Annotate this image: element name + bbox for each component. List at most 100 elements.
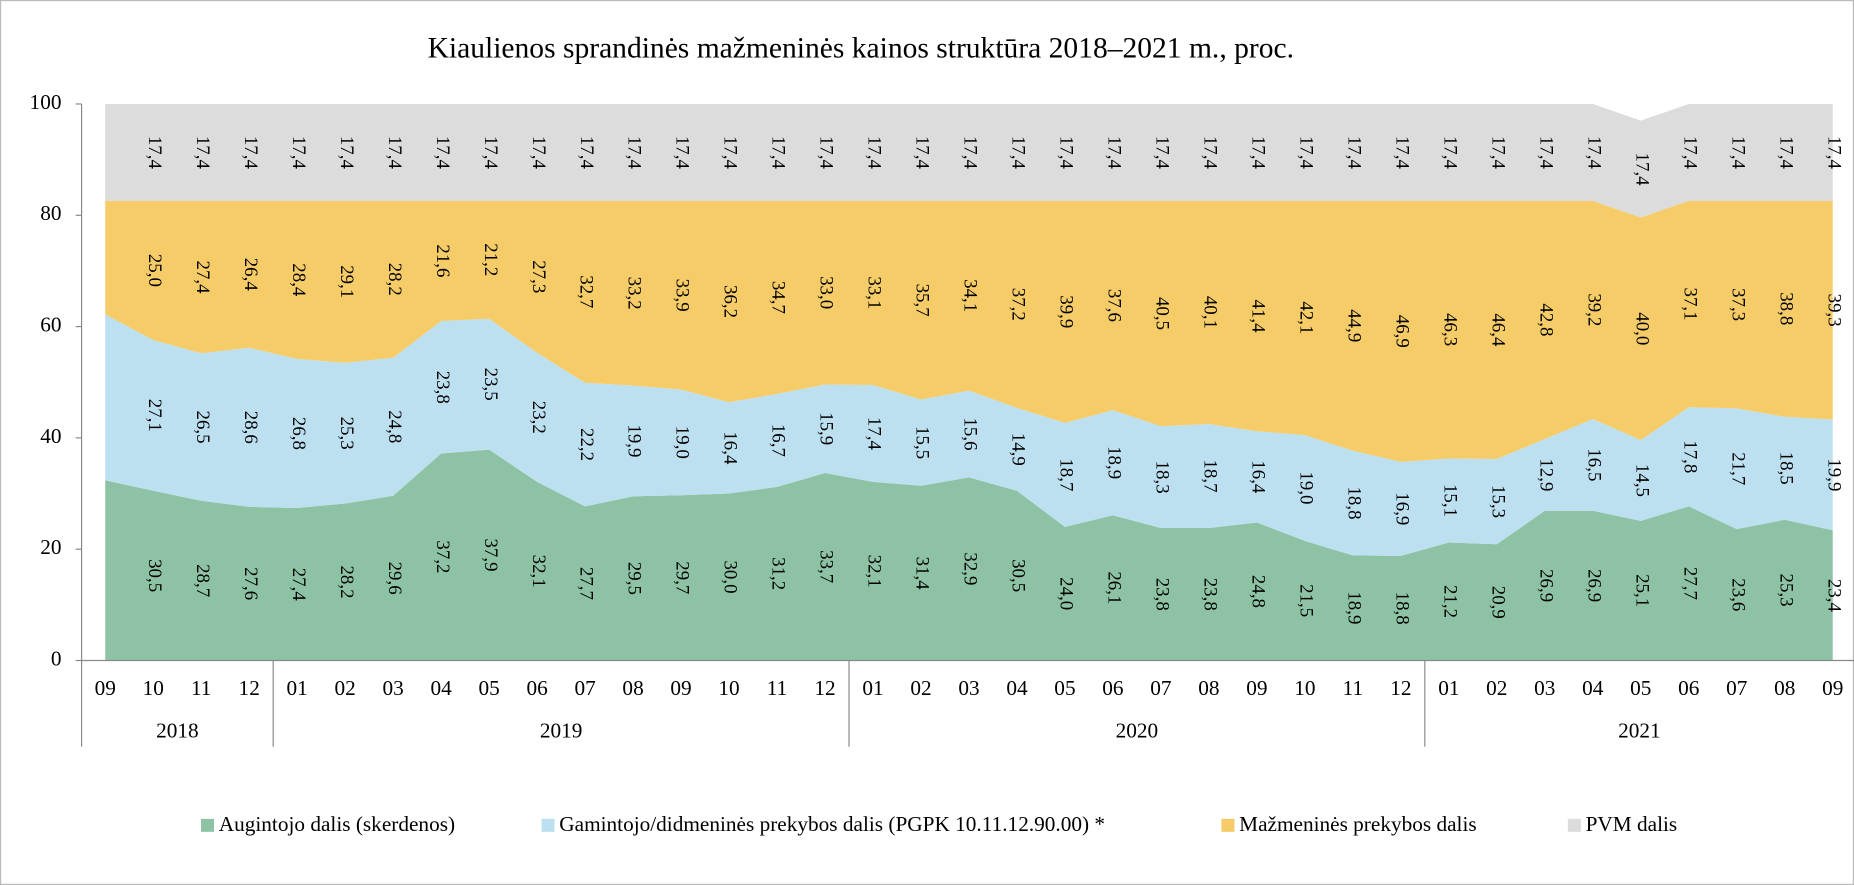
data-label: 17,4 — [480, 136, 501, 170]
data-label: 27,3 — [528, 260, 549, 293]
data-label: 33,7 — [816, 550, 837, 583]
data-label: 26,8 — [288, 417, 309, 450]
data-label: 17,4 — [1631, 153, 1652, 187]
data-label: 17,4 — [1296, 136, 1317, 170]
x-tick-label: 08 — [1774, 676, 1795, 700]
data-label: 32,9 — [960, 552, 981, 585]
data-label: 40,0 — [1631, 312, 1652, 345]
data-label: 23,4 — [1823, 579, 1844, 613]
x-tick-label: 02 — [910, 676, 931, 700]
data-label: 17,4 — [672, 136, 693, 170]
x-tick-label: 07 — [1150, 676, 1172, 700]
x-tick-label: 05 — [478, 676, 499, 700]
data-label: 17,4 — [240, 136, 261, 170]
data-label: 25,3 — [336, 417, 357, 450]
data-label: 17,4 — [1823, 136, 1844, 170]
data-label: 17,4 — [1487, 136, 1508, 170]
data-label: 29,6 — [384, 562, 405, 595]
data-label: 17,8 — [1679, 440, 1700, 473]
legend-label: PVM dalis — [1586, 812, 1678, 836]
x-tick-label: 01 — [862, 676, 883, 700]
data-label: 22,2 — [576, 428, 597, 461]
data-label: 17,4 — [1008, 136, 1029, 170]
y-tick-label: 60 — [40, 312, 61, 336]
data-label: 17,4 — [864, 417, 885, 451]
x-tick-label: 09 — [670, 676, 691, 700]
x-tick-label: 10 — [1294, 676, 1315, 700]
x-tick-label: 11 — [191, 676, 211, 700]
data-label: 17,4 — [1056, 136, 1077, 170]
group-label: 2021 — [1618, 718, 1661, 742]
data-label: 17,4 — [1775, 136, 1796, 170]
data-label: 27,7 — [576, 567, 597, 600]
data-label: 17,4 — [960, 136, 981, 170]
data-label: 18,7 — [1200, 459, 1221, 492]
area — [105, 314, 1833, 556]
data-label: 31,4 — [912, 557, 933, 591]
data-label: 17,4 — [1679, 136, 1700, 170]
data-label: 23,8 — [1200, 578, 1221, 611]
data-label: 42,8 — [1535, 303, 1556, 336]
data-label: 37,9 — [480, 538, 501, 571]
data-label: 23,5 — [480, 368, 501, 401]
data-label: 17,4 — [432, 136, 453, 170]
data-label: 17,4 — [576, 136, 597, 170]
x-tick-label: 12 — [814, 676, 835, 700]
data-label: 17,4 — [1391, 136, 1412, 170]
data-label: 39,3 — [1823, 294, 1844, 327]
data-label: 34,7 — [768, 281, 789, 314]
data-label: 28,4 — [288, 263, 309, 297]
data-label: 17,4 — [624, 136, 645, 170]
data-label: 27,4 — [288, 568, 309, 602]
x-tick-label: 09 — [95, 676, 116, 700]
x-tick-label: 12 — [239, 676, 260, 700]
data-label: 37,3 — [1727, 288, 1748, 321]
data-label: 27,6 — [240, 567, 261, 600]
x-tick-label: 04 — [430, 676, 452, 700]
data-label: 26,9 — [1583, 569, 1604, 602]
legend-label: Gamintojo/didmeninės prekybos dalis (PGP… — [559, 812, 1105, 836]
data-label: 16,7 — [768, 424, 789, 457]
data-label: 25,1 — [1631, 574, 1652, 607]
data-label: 21,5 — [1296, 584, 1317, 617]
legend-swatch — [1567, 818, 1581, 832]
data-label: 37,1 — [1679, 288, 1700, 321]
y-tick-label: 40 — [40, 424, 61, 448]
data-label: 41,4 — [1248, 299, 1269, 333]
data-label: 30,0 — [720, 560, 741, 593]
data-label: 17,4 — [528, 136, 549, 170]
data-label: 18,8 — [1344, 486, 1365, 519]
x-tick-label: 04 — [1006, 676, 1028, 700]
data-label: 28,7 — [192, 564, 213, 597]
data-label: 25,0 — [144, 254, 165, 287]
data-label: 18,5 — [1775, 452, 1796, 485]
data-label: 37,2 — [1008, 288, 1029, 321]
x-tick-label: 03 — [383, 676, 404, 700]
data-label: 17,4 — [1104, 136, 1125, 170]
x-tick-label: 11 — [767, 676, 787, 700]
data-label: 39,9 — [1056, 295, 1077, 328]
data-label: 23,2 — [528, 401, 549, 434]
data-label: 17,4 — [864, 136, 885, 170]
x-tick-label: 08 — [1198, 676, 1219, 700]
data-label: 32,1 — [864, 555, 885, 588]
data-label: 21,2 — [1439, 585, 1460, 618]
data-label: 17,4 — [1583, 136, 1604, 170]
area — [105, 200, 1833, 462]
x-tick-label: 06 — [526, 676, 547, 700]
data-label: 24,0 — [1056, 577, 1077, 610]
data-label: 15,6 — [960, 417, 981, 450]
legend-swatch — [201, 818, 215, 832]
data-label: 32,1 — [528, 555, 549, 588]
data-label: 35,7 — [912, 284, 933, 317]
data-label: 16,9 — [1391, 492, 1412, 525]
x-tick-label: 12 — [1390, 676, 1411, 700]
data-label: 30,5 — [1008, 559, 1029, 592]
data-label: 18,7 — [1056, 458, 1077, 491]
group-label: 2019 — [540, 718, 583, 742]
data-label: 29,1 — [336, 265, 357, 298]
data-label: 21,6 — [432, 244, 453, 277]
legend-label: Mažmeninės prekybos dalis — [1239, 812, 1477, 836]
